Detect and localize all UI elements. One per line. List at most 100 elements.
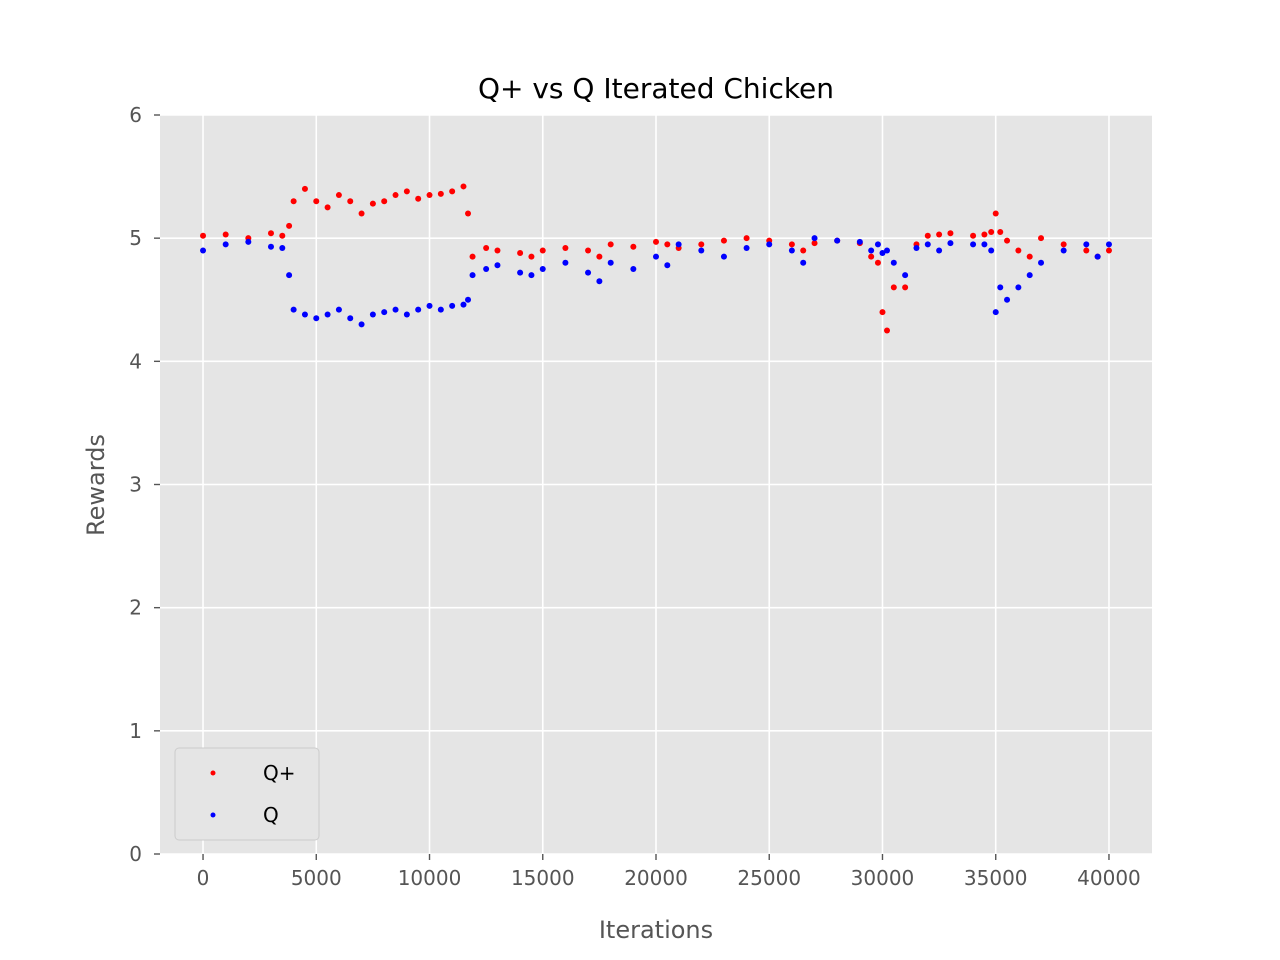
data-point <box>426 302 433 309</box>
y-tick-label: 3 <box>129 473 142 497</box>
data-point <box>469 272 476 279</box>
data-point <box>301 185 308 192</box>
legend-marker-qplus <box>210 770 216 776</box>
data-point <box>988 247 995 254</box>
data-point <box>884 327 891 334</box>
data-point <box>607 241 614 248</box>
data-point <box>788 247 795 254</box>
data-point <box>279 245 286 252</box>
data-point <box>868 247 875 254</box>
data-point <box>884 247 891 254</box>
data-point <box>856 238 863 245</box>
data-point <box>698 241 705 248</box>
x-tick-label: 15000 <box>511 866 575 890</box>
data-point <box>494 262 501 269</box>
data-point <box>1015 284 1022 291</box>
data-point <box>879 249 886 256</box>
data-point <box>1094 253 1101 260</box>
data-point <box>788 241 795 248</box>
data-point <box>1083 241 1090 248</box>
data-point <box>494 247 501 254</box>
data-point <box>664 262 671 269</box>
data-point <box>970 241 977 248</box>
data-point <box>369 200 376 207</box>
data-point <box>403 311 410 318</box>
data-point <box>879 309 886 316</box>
data-point <box>437 306 444 313</box>
data-point <box>286 222 293 229</box>
y-tick-label: 4 <box>129 349 142 373</box>
data-point <box>1004 237 1011 244</box>
data-point <box>800 247 807 254</box>
data-point <box>313 198 320 205</box>
data-point <box>675 241 682 248</box>
axis-ticks: 0 5000 10000 15000 20000 25000 30000 35000 40000… <box>129 103 1141 890</box>
data-point <box>469 253 476 260</box>
data-point <box>460 301 467 308</box>
data-point <box>347 315 354 322</box>
data-point <box>528 253 535 260</box>
data-point <box>267 230 274 237</box>
data-point <box>1038 235 1045 242</box>
data-point <box>868 253 875 260</box>
legend-marker-q <box>210 812 216 818</box>
data-point <box>924 232 931 239</box>
y-tick-label: 2 <box>129 596 142 620</box>
data-point <box>992 309 999 316</box>
data-point <box>460 183 467 190</box>
series-qplus <box>200 183 1112 334</box>
data-point <box>1105 241 1112 248</box>
data-point <box>392 192 399 199</box>
data-point <box>936 231 943 238</box>
data-point <box>585 269 592 276</box>
data-point <box>902 272 909 279</box>
data-point <box>834 237 841 244</box>
data-point <box>222 241 229 248</box>
data-point <box>1083 247 1090 254</box>
x-tick-label: 40000 <box>1077 866 1141 890</box>
legend-box <box>174 747 320 841</box>
data-point <box>1060 241 1067 248</box>
data-point <box>415 306 422 313</box>
data-point <box>324 204 331 211</box>
data-point <box>890 284 897 291</box>
data-point <box>1015 247 1022 254</box>
data-point <box>1026 272 1033 279</box>
data-point <box>902 284 909 291</box>
data-point <box>924 241 931 248</box>
data-point <box>800 259 807 266</box>
data-point <box>369 311 376 318</box>
data-point <box>890 259 897 266</box>
data-point <box>653 238 659 245</box>
data-point <box>766 241 773 248</box>
y-axis-label: Rewards <box>82 434 110 536</box>
data-point <box>562 245 569 252</box>
data-point <box>653 253 659 260</box>
x-tick-label: 35000 <box>964 866 1028 890</box>
data-point <box>874 259 881 266</box>
legend: Q+ Q <box>174 747 320 841</box>
data-point <box>1105 247 1112 254</box>
data-point <box>981 241 988 248</box>
data-point <box>743 235 750 242</box>
data-point <box>811 240 818 247</box>
data-point <box>517 269 524 276</box>
data-series <box>200 183 1112 334</box>
data-point <box>585 247 592 254</box>
y-tick-label: 6 <box>129 103 142 127</box>
y-tick-label: 5 <box>129 226 142 250</box>
data-point <box>200 232 207 239</box>
legend-label-q: Q <box>263 803 279 827</box>
data-point <box>286 272 293 279</box>
x-tick-label: 30000 <box>851 866 915 890</box>
data-point <box>245 238 252 245</box>
data-point <box>596 278 603 285</box>
data-point <box>290 198 297 205</box>
x-tick-label: 0 <box>197 866 210 890</box>
data-point <box>290 306 297 313</box>
data-point <box>358 210 365 217</box>
data-point <box>1060 247 1067 254</box>
data-point <box>913 245 920 252</box>
data-point <box>664 241 671 248</box>
data-point <box>1026 253 1033 260</box>
